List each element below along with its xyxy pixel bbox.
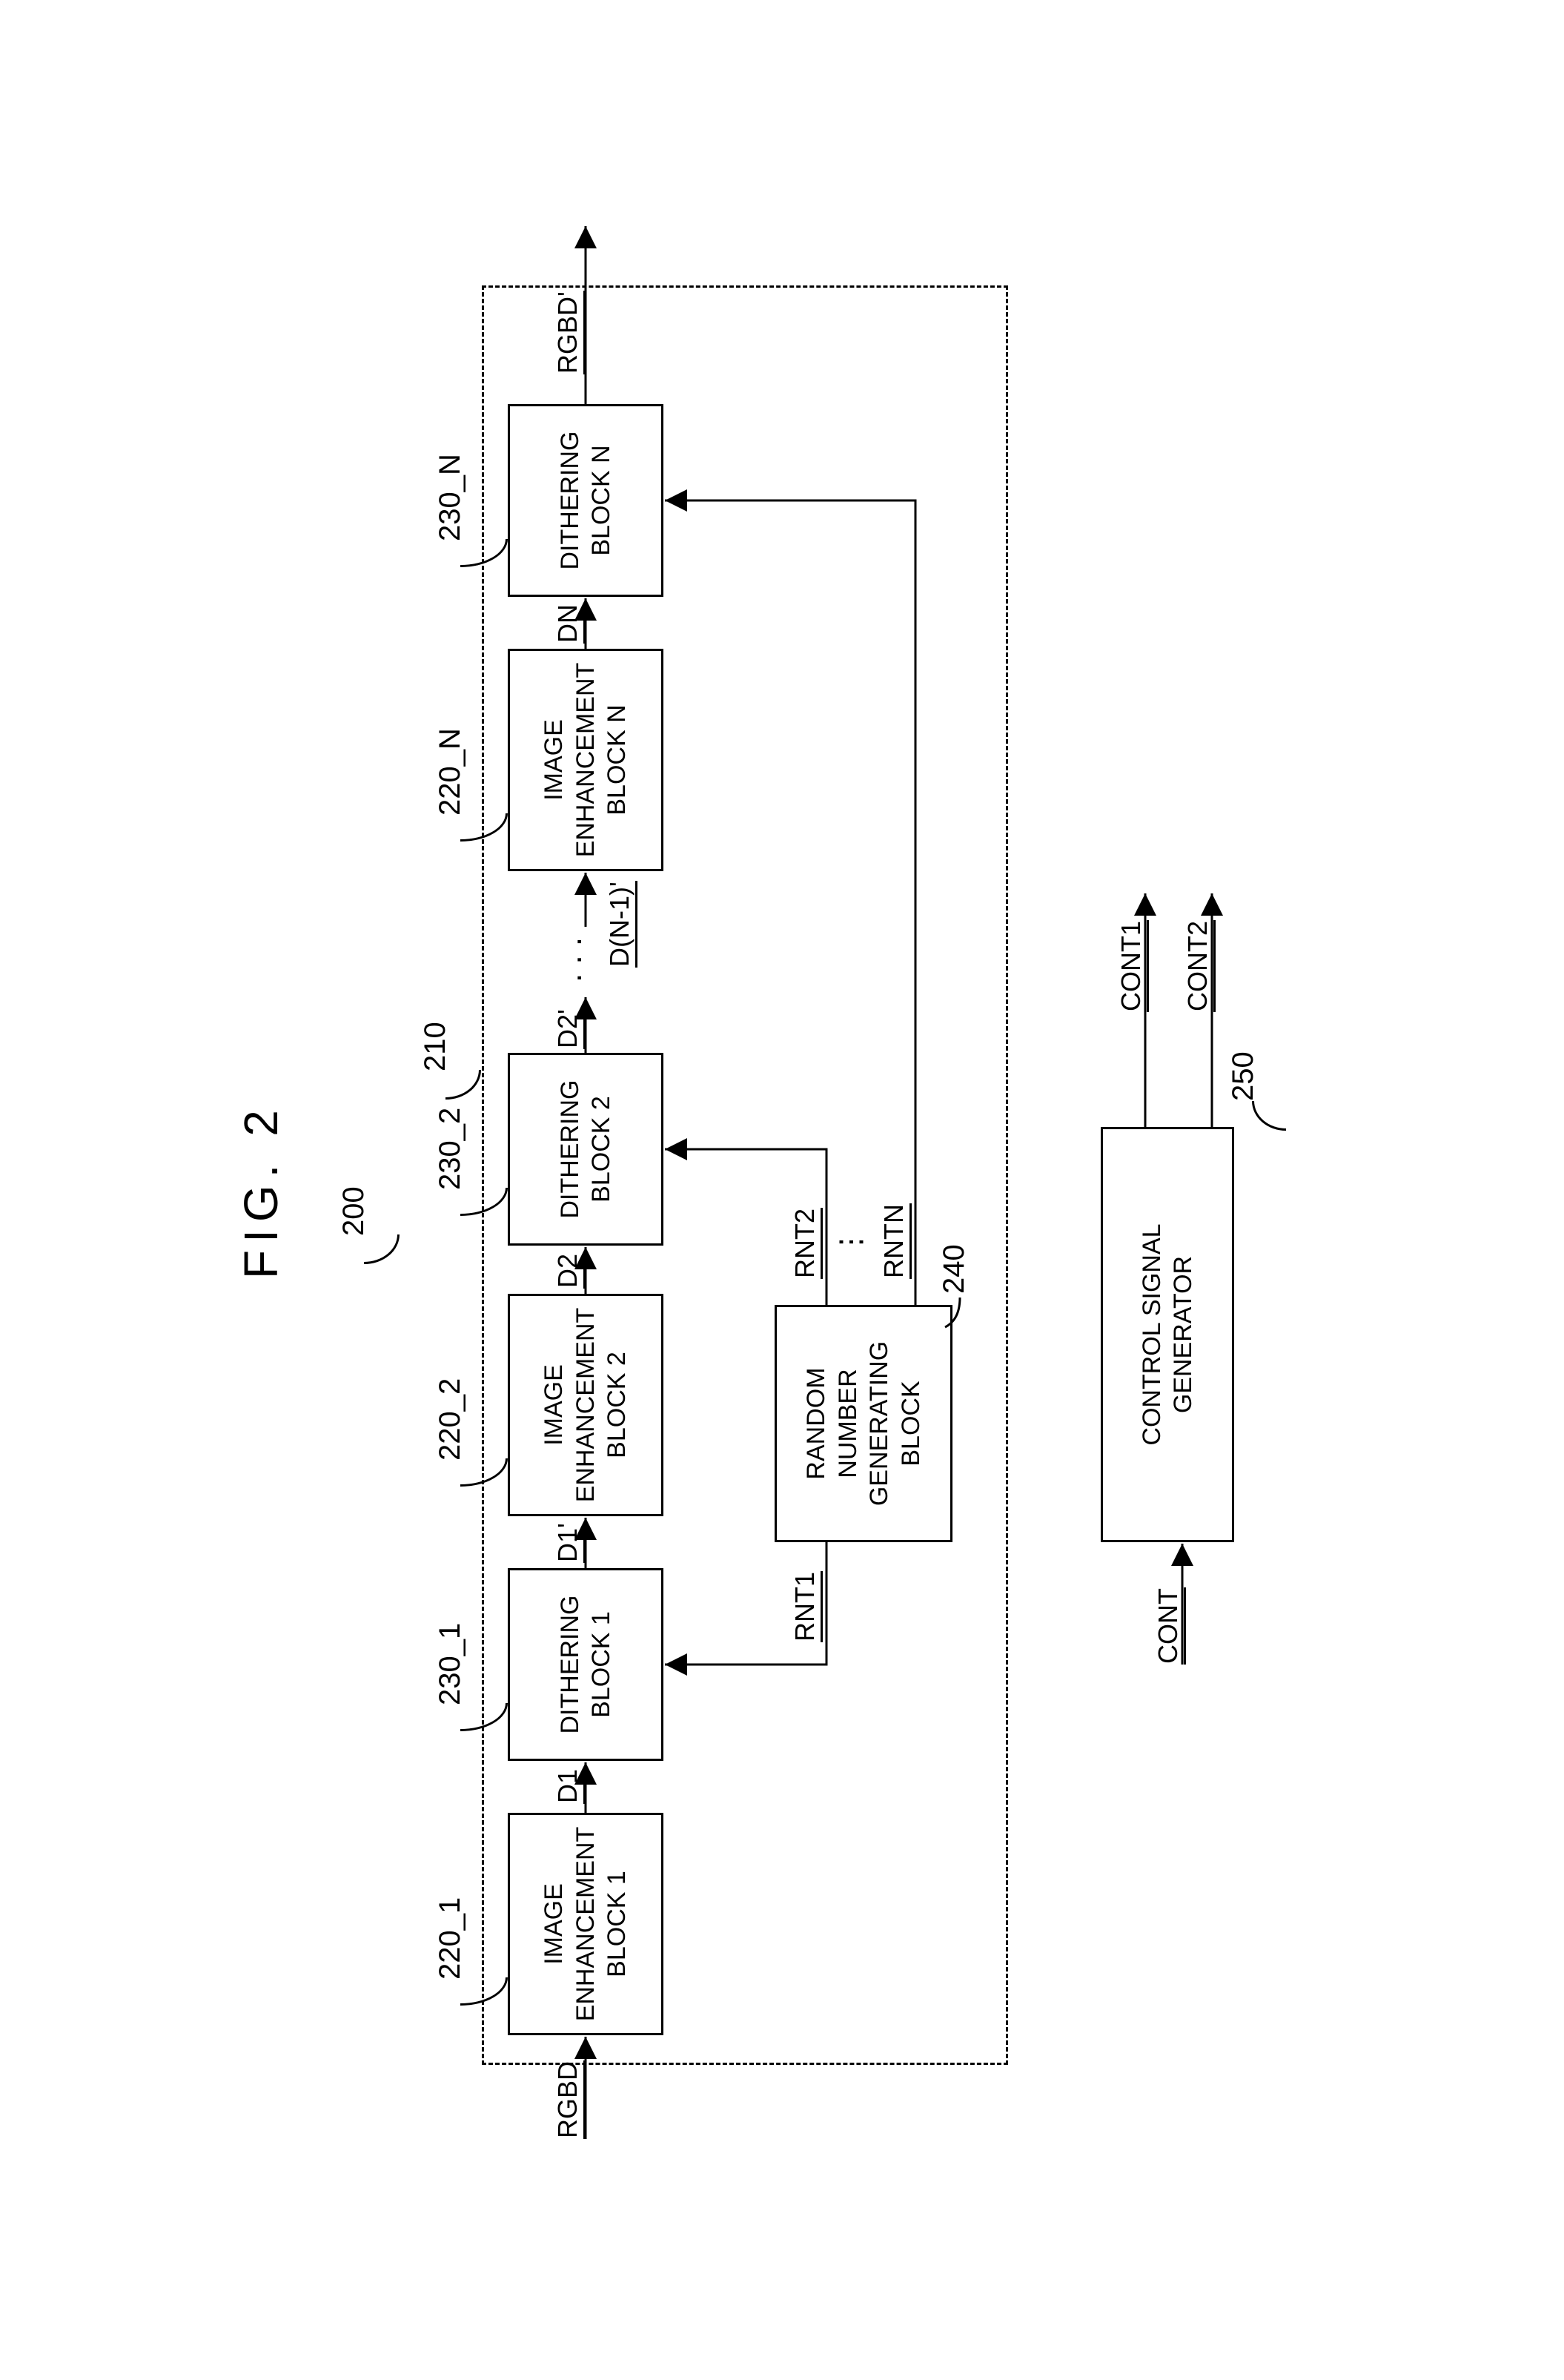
- wires: [189, 152, 1375, 2228]
- diagram-page: FIG. 2 200 210 220_1 230_1 220_2 230_2 2…: [189, 152, 1375, 2228]
